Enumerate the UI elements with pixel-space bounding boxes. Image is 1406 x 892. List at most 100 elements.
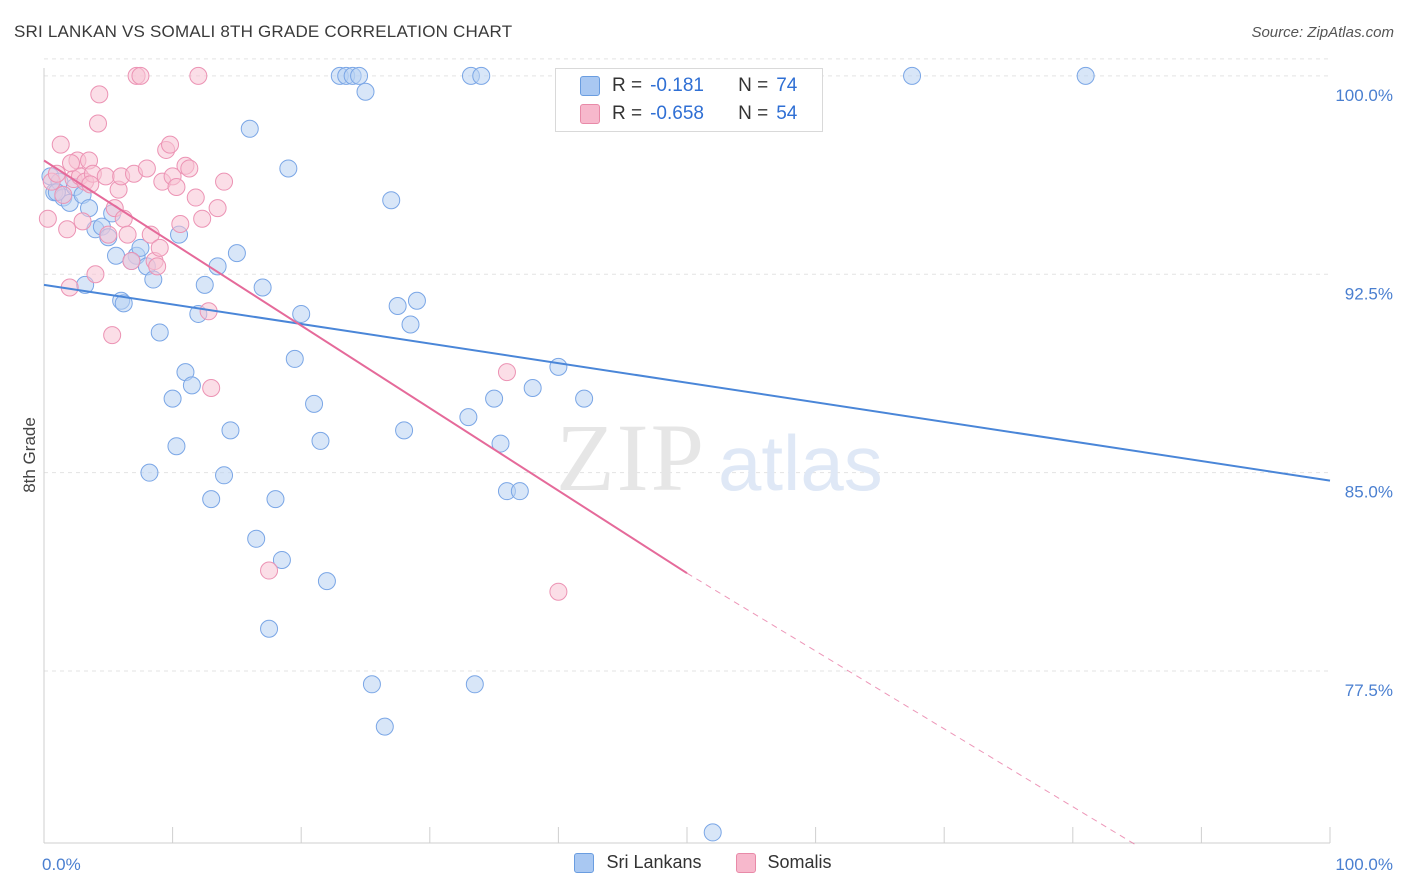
point-sri-lankans [140, 463, 159, 482]
point-somalis [86, 265, 105, 284]
point-sri-lankans [375, 717, 394, 736]
point-somalis [148, 257, 167, 276]
point-somalis [131, 66, 150, 85]
point-sri-lankans [523, 379, 542, 398]
point-sri-lankans [150, 323, 169, 342]
legend-swatch-somalis [735, 852, 756, 873]
point-sri-lankans [903, 66, 922, 85]
point-somalis [137, 159, 156, 178]
point-somalis [180, 159, 199, 178]
point-sri-lankans [350, 66, 369, 85]
tick-labels: 100.0% 92.5% 85.0% 77.5% 0.0% 100.0% [42, 86, 1393, 874]
point-sri-lankans [260, 619, 279, 638]
point-sri-lankans [272, 550, 291, 569]
point-sri-lankans [266, 490, 285, 509]
point-sri-lankans [491, 434, 510, 453]
point-sri-lankans [472, 66, 491, 85]
point-somalis [51, 135, 70, 154]
y-tick-label: 100.0% [1335, 86, 1393, 105]
series-legend: Sri Lankans Somalis [0, 852, 1406, 873]
legend-r-label: R = [612, 103, 643, 124]
point-somalis [161, 135, 180, 154]
point-sri-lankans [202, 490, 221, 509]
point-sri-lankans [279, 159, 298, 178]
point-sri-lankans [167, 437, 186, 456]
point-sri-lankans [549, 357, 568, 376]
point-sri-lankans [382, 191, 401, 210]
point-somalis [73, 212, 92, 231]
point-sri-lankans [1076, 66, 1095, 85]
legend-label-sri-lankans: Sri Lankans [606, 852, 702, 872]
point-somalis [186, 188, 205, 207]
point-somalis [89, 114, 108, 133]
legend-r-value: -0.181 [650, 75, 704, 96]
point-sri-lankans [388, 297, 407, 316]
y-axis-label: 8th Grade [20, 417, 39, 493]
legend-swatch-blue [580, 76, 600, 96]
watermark-atlas: atlas [718, 419, 883, 507]
y-tick-label: 77.5% [1345, 681, 1393, 700]
legend-n-value: 74 [776, 75, 798, 96]
point-somalis [171, 215, 190, 234]
point-somalis [193, 209, 212, 228]
point-sri-lankans [247, 529, 266, 548]
axes [43, 68, 1331, 844]
legend-row-sri-lankans: R = -0.181 N = 74 [580, 73, 797, 99]
point-sri-lankans [362, 675, 381, 694]
legend-r-label: R = [612, 75, 643, 96]
trend-line-sri-lankans [43, 283, 1331, 482]
x-tick-label: 100.0% [1335, 855, 1393, 874]
point-sri-lankans [401, 315, 420, 334]
trend-lines [43, 159, 1331, 847]
point-sri-lankans [311, 431, 330, 450]
point-somalis [215, 172, 234, 191]
point-sri-lankans [292, 304, 311, 323]
point-sri-lankans [163, 389, 182, 408]
grid-lines [44, 58, 1330, 672]
point-somalis [118, 225, 137, 244]
point-somalis [96, 167, 115, 186]
legend-swatch-pink [580, 104, 600, 124]
trend-line-somalis-extension [686, 572, 1138, 847]
data-points [38, 66, 1095, 842]
point-sri-lankans [215, 466, 234, 485]
point-somalis [38, 209, 57, 228]
point-sri-lankans [407, 291, 426, 310]
watermark-zip: ZIP [556, 404, 706, 511]
point-somalis [208, 199, 227, 218]
point-sri-lankans [195, 275, 214, 294]
point-sri-lankans [575, 389, 594, 408]
legend-row-somalis: R = -0.658 N = 54 [580, 101, 797, 127]
legend-swatch-sri-lankans [574, 852, 595, 873]
correlation-legend: R = -0.181 N = 74 R = -0.658 N = 54 [555, 68, 823, 132]
point-somalis [54, 185, 73, 204]
point-sri-lankans [107, 246, 126, 265]
point-sri-lankans [703, 823, 722, 842]
point-somalis [202, 379, 221, 398]
legend-n-label: N = [738, 103, 769, 124]
point-sri-lankans [221, 421, 240, 440]
point-somalis [62, 154, 81, 173]
point-somalis [260, 561, 279, 580]
point-sri-lankans [240, 119, 259, 138]
point-somalis [58, 220, 77, 239]
point-somalis [90, 85, 109, 104]
point-sri-lankans [182, 376, 201, 395]
point-sri-lankans [227, 244, 246, 263]
point-sri-lankans [459, 408, 478, 427]
point-somalis [150, 238, 169, 257]
point-somalis [189, 66, 208, 85]
point-sri-lankans [465, 675, 484, 694]
legend-item-sri-lankans: Sri Lankans [574, 852, 702, 873]
point-sri-lankans [485, 389, 504, 408]
legend-label-somalis: Somalis [767, 852, 832, 872]
source-label: Source: ZipAtlas.com [1251, 24, 1394, 41]
point-sri-lankans [510, 482, 529, 501]
legend-r-value: -0.658 [650, 103, 704, 124]
point-sri-lankans [356, 82, 375, 101]
point-somalis [122, 252, 141, 271]
y-tick-label: 85.0% [1345, 483, 1393, 502]
point-sri-lankans [114, 294, 133, 313]
point-somalis [99, 225, 118, 244]
